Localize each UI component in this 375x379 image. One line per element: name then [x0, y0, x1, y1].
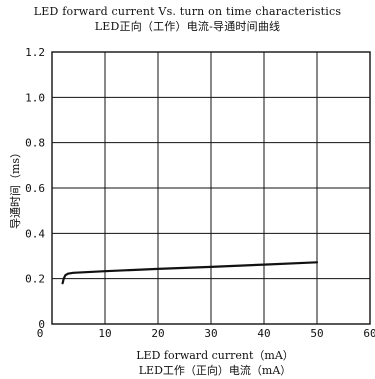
x-tick-label-6: 60	[363, 327, 375, 340]
x-tick-label-2: 20	[151, 327, 164, 340]
y-tick-label-6: 1.2	[25, 46, 45, 59]
y-tick-label-0: 0	[38, 318, 45, 331]
y-tick-label-5: 1.0	[25, 91, 45, 104]
series-line-0	[61, 261, 319, 285]
x-tick-label-0: 0	[37, 327, 44, 340]
x-tick-label-3: 30	[204, 327, 217, 340]
y-tick-label-3: 0.6	[25, 182, 45, 195]
y-tick-label-2: 0.4	[25, 227, 45, 240]
x-tick-label-1: 10	[98, 327, 111, 340]
x-tick-label-4: 40	[257, 327, 270, 340]
chart-title: LED forward current Vs. turn on time cha…	[33, 5, 342, 18]
y-tick-label-1: 0.2	[25, 273, 45, 286]
x-axis-label: LED forward current（mA）	[136, 349, 294, 362]
x-tick-label-5: 50	[310, 327, 323, 340]
x-axis-label-cn: LED工作（正向）电流（mA）	[138, 364, 292, 377]
chart-subtitle: LED正向（工作）电流-导通时间曲线	[94, 20, 281, 33]
y-tick-label-4: 0.8	[25, 137, 45, 150]
